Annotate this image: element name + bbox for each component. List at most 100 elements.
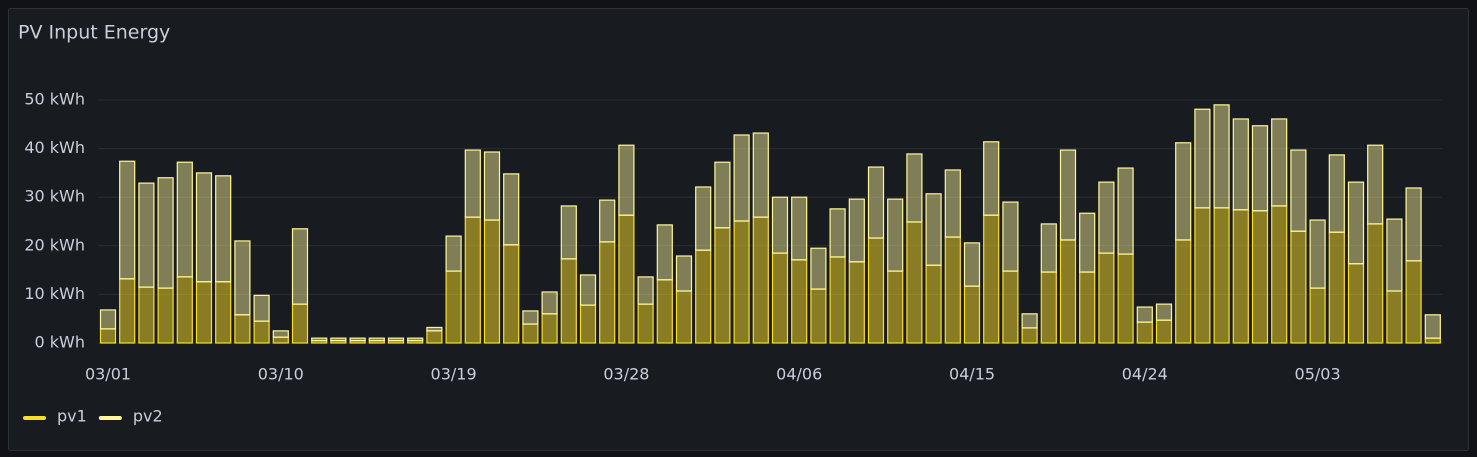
chart-title: PV Input Energy: [18, 22, 170, 44]
bar: [1309, 219, 1326, 289]
x-tick-label: 03/28: [603, 365, 649, 384]
bar: [119, 278, 136, 344]
bar: [1424, 337, 1441, 344]
bar: [1155, 319, 1173, 344]
bar: [579, 304, 597, 344]
bar: [1251, 125, 1269, 212]
bar: [1175, 142, 1192, 241]
bar: [99, 328, 117, 344]
bar: [1155, 303, 1173, 321]
bar: [522, 310, 539, 325]
bar: [464, 149, 481, 218]
bar: [637, 276, 654, 305]
bar: [1098, 181, 1115, 254]
bar: [752, 132, 769, 218]
bar: [253, 294, 270, 322]
y-tick-label: 10 kWh: [24, 284, 85, 303]
x-tick-label: 04/24: [1122, 365, 1168, 384]
bar: [906, 153, 923, 223]
bar: [637, 303, 654, 344]
bar: [387, 337, 405, 342]
bar: [138, 286, 155, 344]
bar: [291, 228, 309, 305]
bar: [733, 220, 750, 344]
bar: [1117, 167, 1134, 255]
bar: [599, 199, 616, 243]
bar: [1021, 327, 1038, 344]
bar: [1367, 223, 1384, 344]
bar: [215, 281, 232, 344]
bar: [810, 288, 827, 344]
bar: [829, 256, 846, 344]
bar: [752, 216, 769, 344]
bar: [407, 337, 424, 342]
bar: [157, 177, 174, 289]
bar: [695, 249, 712, 344]
y-tick-label: 20 kWh: [24, 235, 85, 254]
bar: [1136, 306, 1153, 323]
legend-label: pv1: [57, 407, 87, 426]
bar: [867, 166, 885, 239]
bar: [656, 279, 673, 344]
bar: [195, 281, 213, 344]
bar: [176, 276, 193, 344]
bar: [426, 330, 443, 344]
bar: [1002, 270, 1019, 344]
bar: [445, 270, 462, 344]
bar: [215, 175, 232, 283]
bar: [1059, 149, 1077, 241]
bar: [618, 214, 635, 344]
bar: [983, 141, 1000, 216]
bar: [771, 196, 789, 254]
bar: [1194, 207, 1211, 344]
bar: [1424, 314, 1441, 339]
bar: [1271, 205, 1288, 344]
bar: [810, 247, 827, 290]
bar: [1328, 154, 1345, 233]
x-tick-label: 03/01: [85, 365, 131, 384]
bar: [1040, 271, 1057, 344]
bar: [195, 172, 213, 283]
bar: [483, 219, 501, 344]
y-tick-label: 40 kWh: [24, 138, 85, 157]
y-tick-label: 0 kWh: [35, 333, 86, 352]
bar: [1232, 209, 1249, 344]
bar: [1386, 218, 1403, 292]
bar: [848, 261, 865, 344]
bar: [176, 161, 193, 278]
bar: [714, 161, 731, 229]
bar: [887, 198, 904, 272]
bar: [1347, 181, 1365, 265]
bar: [1386, 290, 1403, 344]
bar: [541, 291, 558, 315]
bar: [234, 240, 251, 316]
bar: [99, 309, 117, 330]
bar: [253, 320, 270, 344]
bar: [445, 235, 462, 272]
bar: [963, 285, 981, 344]
bar: [791, 259, 808, 344]
bar: [560, 258, 577, 344]
bar: [1213, 104, 1230, 209]
bar: [887, 270, 904, 344]
bar: [503, 244, 520, 344]
bar: [349, 337, 366, 342]
legend-label: pv2: [133, 407, 163, 426]
bar: [1405, 260, 1422, 344]
bar: [1079, 212, 1096, 273]
bar: [1002, 201, 1019, 272]
bar: [925, 193, 942, 266]
bar: [1405, 187, 1422, 262]
y-tick-label: 30 kWh: [24, 187, 85, 206]
x-tick-label: 03/10: [258, 365, 304, 384]
bar: [1347, 263, 1365, 344]
bar: [1117, 253, 1134, 344]
bar: [983, 214, 1000, 344]
bar: [1098, 252, 1115, 344]
bar: [1367, 144, 1384, 225]
bar: [1136, 321, 1153, 344]
bar: [771, 252, 789, 344]
bar: [599, 241, 616, 344]
bar: [1271, 118, 1288, 207]
